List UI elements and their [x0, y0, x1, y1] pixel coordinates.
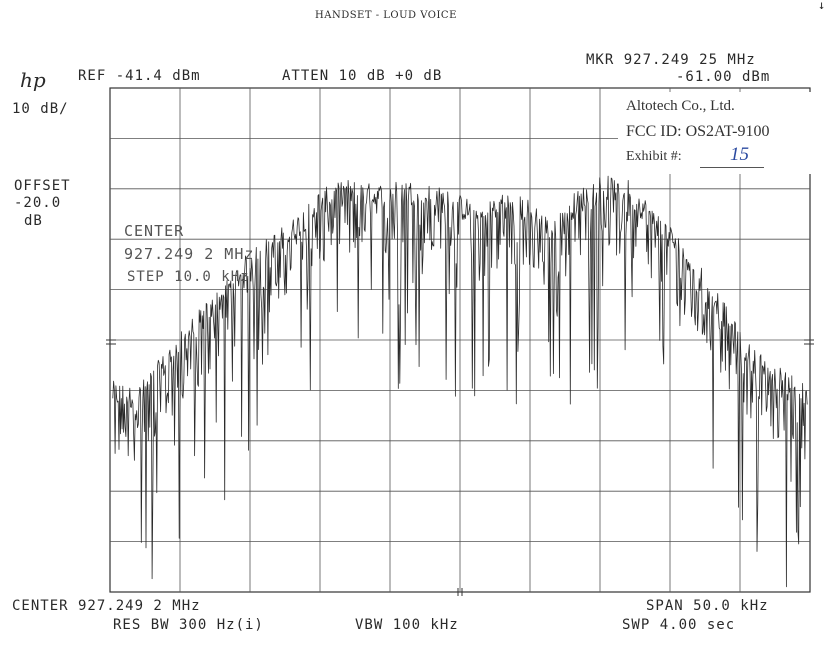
edge-ticks — [106, 339, 814, 596]
offset-unit: dB — [24, 213, 43, 229]
footer-sweep: SWP 4.00 sec — [622, 617, 736, 633]
footer-vbw: VBW 100 kHz — [355, 617, 459, 633]
ref-level: REF -41.4 dBm — [78, 68, 201, 84]
stamp-company: Altotech Co., Ltd. — [626, 98, 735, 114]
plot-title: HANDSET - LOUD VOICE — [315, 10, 457, 21]
exhibit-stamp: Altotech Co., Ltd. FCC ID: OS2AT-9100 Ex… — [618, 92, 818, 174]
spectrum-trace — [112, 175, 808, 588]
footer-res-bw: RES BW 300 Hz(i) — [113, 617, 264, 633]
marker-frequency: MKR 927.249 25 MHz — [586, 52, 756, 68]
exhibit-underline — [700, 167, 764, 168]
attenuation: ATTEN 10 dB +0 dB — [282, 68, 443, 84]
hp-logo: hp — [20, 68, 46, 92]
offset-label: OFFSET — [14, 178, 71, 194]
footer-span: SPAN 50.0 kHz — [646, 598, 769, 614]
scale-per-div: 10 dB/ — [12, 101, 69, 117]
stamp-fcc-id: FCC ID: OS2AT-9100 — [626, 123, 770, 140]
footer-center: CENTER 927.249 2 MHz — [12, 598, 201, 614]
corner-arrow-icon: ↓ — [818, 0, 827, 12]
center-label: CENTER — [124, 222, 185, 240]
stamp-exhibit-label: Exhibit #: — [626, 149, 682, 164]
center-value: 927.249 2 MHz — [124, 245, 255, 263]
offset-value: -20.0 — [14, 195, 62, 211]
stamp-exhibit-number: 15 — [730, 144, 749, 165]
marker-level: -61.00 dBm — [676, 69, 771, 85]
step-size: STEP 10.0 kHz — [127, 269, 250, 285]
